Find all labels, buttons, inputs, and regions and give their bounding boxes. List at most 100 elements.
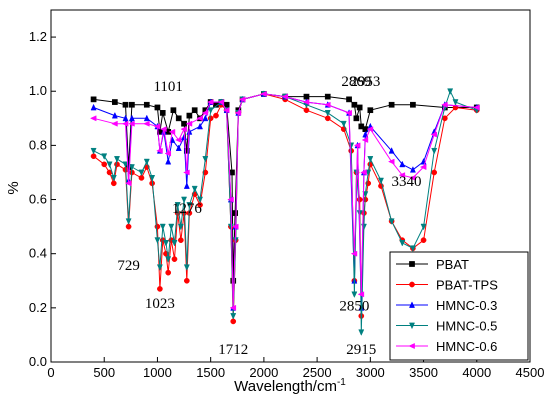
data-point (138, 169, 145, 177)
data-point (174, 202, 181, 209)
data-point (202, 114, 209, 122)
data-point (197, 122, 204, 130)
data-point (157, 286, 163, 292)
data-point (420, 237, 427, 244)
data-point (227, 223, 234, 231)
data-point (112, 99, 118, 105)
data-point (410, 101, 416, 108)
data-point (90, 96, 97, 103)
data-point (324, 93, 331, 100)
legend-label: PBAT (436, 257, 469, 272)
data-point (183, 147, 190, 154)
data-point (186, 112, 193, 119)
data-point (357, 291, 365, 298)
data-point (183, 264, 190, 271)
x-tick-label: 0 (47, 365, 54, 380)
x-axis-label-superscript: -1 (337, 377, 346, 388)
data-point (160, 126, 167, 133)
data-point (232, 210, 238, 216)
data-point (230, 313, 237, 320)
data-point (178, 237, 184, 244)
data-point (409, 174, 416, 181)
x-tick-label: 4500 (516, 365, 545, 380)
y-tick-label: 1.2 (29, 29, 47, 44)
data-point (156, 264, 163, 271)
legend-item: HMNC-0.6 (396, 339, 497, 354)
legend-marker (409, 301, 415, 308)
data-point (399, 160, 406, 168)
data-point (149, 175, 156, 182)
peak-label: 3340 (392, 174, 422, 190)
y-tick-label: 0.0 (29, 354, 47, 369)
data-point (351, 101, 358, 108)
data-point (128, 120, 135, 127)
data-point (441, 101, 448, 108)
y-tick-label: 0.2 (29, 300, 47, 315)
data-point (191, 185, 198, 193)
data-point (207, 115, 214, 122)
legend-marker (409, 281, 415, 288)
data-point (110, 175, 117, 182)
data-point (213, 112, 219, 119)
series-layer (89, 88, 480, 336)
data-point (183, 182, 190, 189)
data-point (171, 256, 178, 262)
data-point (114, 156, 120, 163)
peak-label: 2953 (350, 74, 380, 90)
legend-marker (408, 343, 415, 349)
data-point (360, 169, 367, 176)
data-point (238, 96, 246, 103)
x-tick-label: 3500 (409, 365, 438, 380)
data-point (398, 172, 406, 179)
data-point (181, 196, 188, 204)
data-point (324, 110, 331, 117)
legend-marker (409, 322, 415, 330)
data-point (201, 109, 209, 116)
data-point (356, 104, 363, 111)
data-point (222, 107, 230, 114)
data-point (346, 96, 352, 103)
peak-label: 2850 (339, 299, 369, 315)
legend: PBAT PBAT-TPS HMNC-0.3 HMNC-0.5 HMNC-0.6 (389, 251, 529, 361)
data-point (191, 107, 198, 114)
data-point (362, 191, 369, 198)
data-point (122, 161, 129, 169)
series-hmnc-0-6 (89, 90, 480, 311)
data-point (302, 99, 310, 106)
data-point (409, 245, 416, 252)
legend-item: PBAT-TPS (396, 278, 498, 293)
data-point (388, 101, 395, 108)
data-point (128, 164, 135, 171)
data-point (89, 115, 97, 122)
x-tick-label: 2000 (249, 365, 278, 380)
data-point (122, 114, 129, 122)
legend-item: HMNC-0.5 (396, 319, 497, 334)
data-point (181, 133, 188, 141)
data-point (345, 109, 352, 116)
plot-frame (50, 9, 531, 363)
x-tick-label: 1000 (143, 365, 172, 380)
y-tick-label: 0.8 (29, 137, 47, 152)
peak-label: 1023 (145, 296, 175, 312)
data-point (177, 223, 184, 231)
data-point (154, 237, 161, 244)
legend-item: HMNC-0.3 (396, 298, 497, 313)
data-point (350, 250, 358, 257)
data-point (165, 157, 172, 165)
data-point (387, 158, 395, 165)
data-point (196, 115, 203, 122)
data-point (366, 126, 374, 133)
legend-label: HMNC-0.5 (436, 319, 497, 334)
data-point (183, 169, 190, 176)
data-point (473, 104, 480, 111)
data-point (153, 123, 161, 130)
data-point (206, 99, 214, 106)
data-point (430, 131, 438, 138)
data-point (419, 164, 427, 171)
peak-label: 2915 (346, 342, 376, 358)
x-tick-label: 3000 (356, 365, 385, 380)
data-point (230, 277, 237, 284)
data-point (175, 136, 182, 143)
legend-label: HMNC-0.6 (436, 339, 497, 354)
data-point (143, 101, 150, 108)
